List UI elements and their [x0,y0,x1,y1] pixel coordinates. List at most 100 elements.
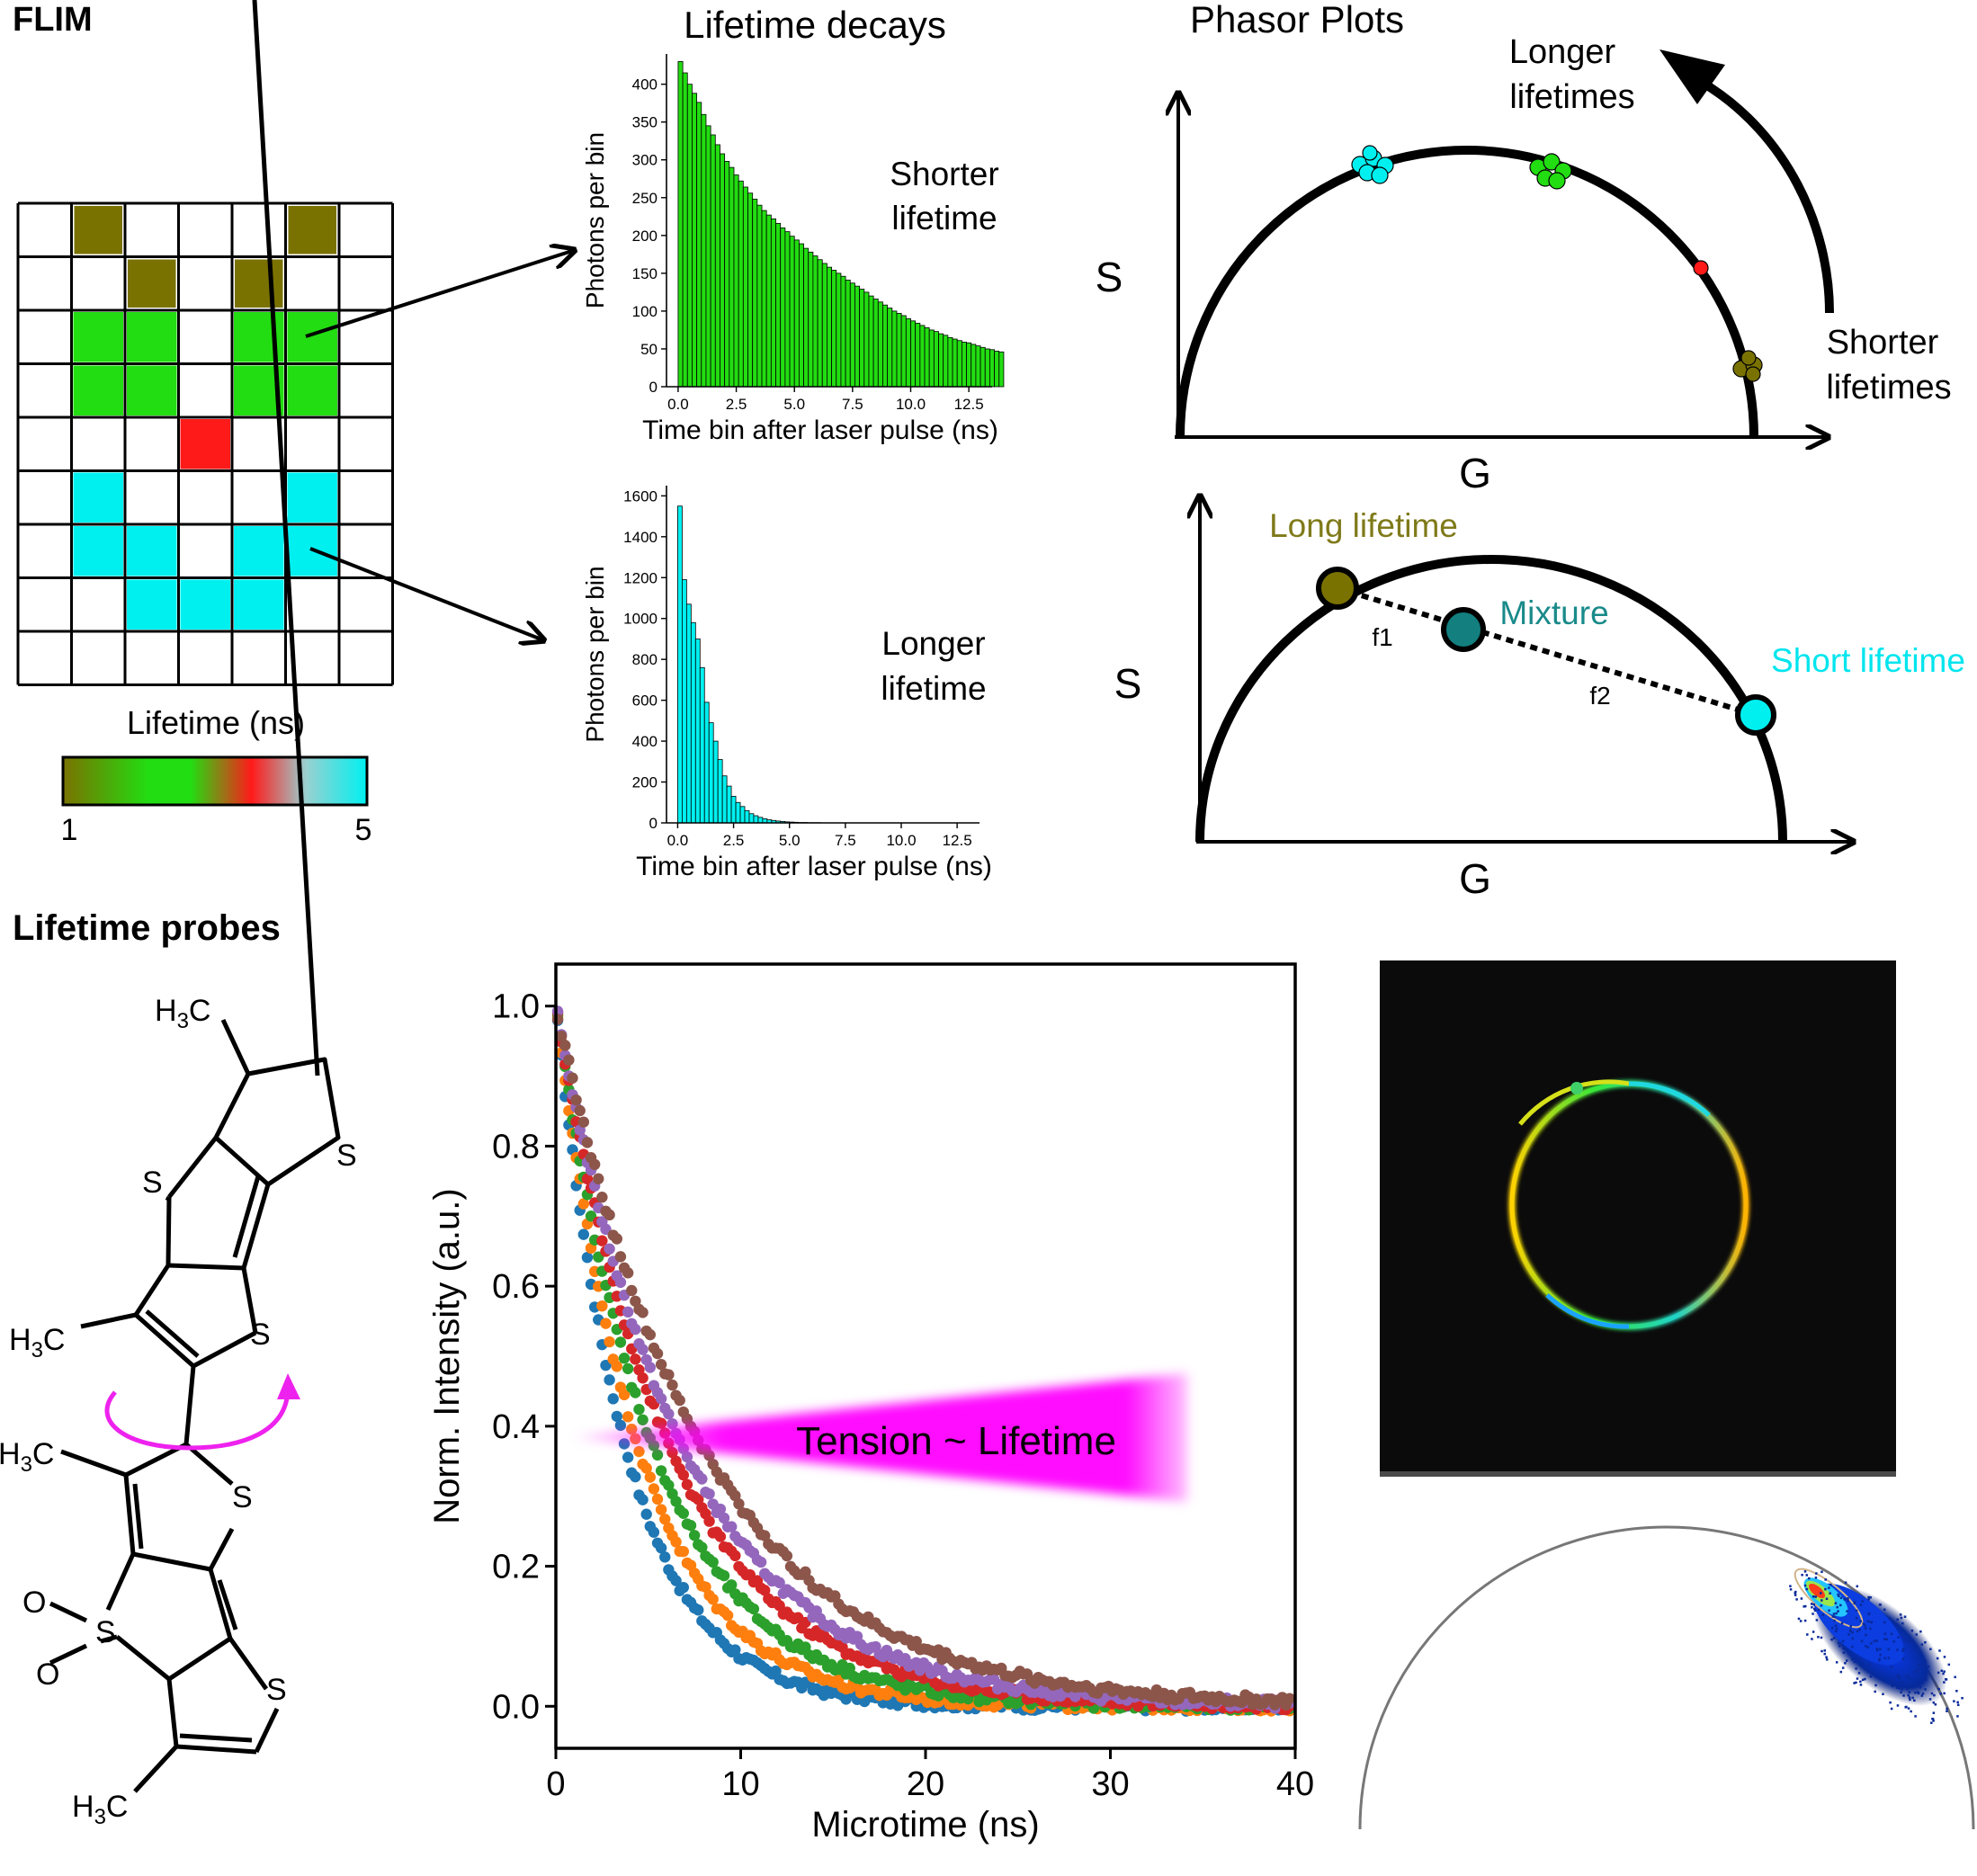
y-tick-label: 600 [632,692,658,710]
phasor-pixel [1915,1681,1918,1684]
mixing-line [1337,585,1757,718]
phasor-pixel [1956,1715,1959,1718]
decay-point [714,1503,727,1515]
decay-point [693,1604,704,1616]
decay-point [655,1465,667,1477]
histogram-bar [891,310,898,388]
phasor-pixel [1940,1669,1944,1673]
phasor-pixel [1829,1583,1832,1586]
decay-point [567,1072,578,1084]
phasor-top-universal-semicircle [1176,146,1758,438]
decay-point [614,1276,627,1289]
histogram-bar [775,222,782,388]
decay-point [759,1530,771,1541]
decay-point [622,1306,634,1318]
phasor-pixel [1878,1603,1882,1606]
phasor-pixel [1864,1624,1866,1627]
phasor-pixel [1803,1619,1807,1622]
y-tick-label: 0.6 [492,1268,540,1306]
phasor-pixel [1811,1605,1813,1609]
histogram-bar [784,231,791,388]
flim-pixel-5-5 [287,472,337,523]
phasor-pixel [1841,1639,1845,1643]
decay-point [770,1665,782,1677]
histogram-bar [975,345,981,388]
y-tick-label: 1400 [623,529,658,546]
phasor-pixel [1825,1656,1828,1658]
histogram-bar [900,315,907,388]
histogram-bar [696,102,702,388]
phasor-pixel [1824,1578,1827,1581]
phasor-pixel [1832,1637,1836,1639]
olive-cluster [1732,350,1763,382]
decay-point [729,1644,741,1656]
y-tick-label: 0 [649,379,658,396]
flim-pixel-6-2 [127,526,177,576]
histogram-bar [928,329,935,388]
flim-pixel-0-5 [288,206,336,255]
phasor-pixel [1883,1632,1887,1635]
phasor-plot-bottom: S G Long lifetime Mixture Short lifetime… [1114,498,1965,902]
phasor-pixel [1853,1601,1856,1604]
phasor-pixel [1857,1672,1861,1675]
phasor-pixel [1839,1604,1842,1607]
phasor-pixel [1890,1632,1893,1636]
phasor-pixel [1874,1690,1876,1693]
phasor-pixel [1914,1715,1917,1718]
flim-pixel-6-1 [73,526,123,576]
decay-point [581,1137,594,1148]
decay-point [688,1530,701,1541]
phasor-pixel [1878,1657,1881,1660]
y-tick-label: 150 [632,265,658,282]
phasor-pixel [1943,1656,1946,1658]
phasor-pixel [1897,1636,1900,1639]
phasor-pixel [1902,1694,1905,1697]
decay-point [700,1581,711,1593]
decay-point [703,1515,715,1527]
decay-point [707,1594,719,1605]
phasor-pixel [1913,1670,1916,1674]
x-tick-label: 12.5 [954,396,984,413]
histogram-bar [872,299,879,388]
phasor-pixel [1800,1597,1803,1600]
phasor-pixel [1855,1617,1858,1620]
phasor-pixel [1834,1602,1838,1604]
y-tick-label: 0.8 [492,1128,540,1166]
phasor-pixel [1908,1696,1911,1699]
decay-point [563,1054,575,1066]
phasor-pixel [1931,1718,1935,1720]
phasor-pixel [1939,1692,1942,1695]
decay-point [681,1478,693,1490]
long-lifetime-point [1316,567,1359,610]
decay-point [633,1403,645,1416]
phasor-pixel [1837,1610,1839,1612]
phasor-pixel [1803,1605,1805,1608]
phasor-pixel [1848,1629,1852,1631]
histogram-bar [748,813,755,824]
y-tick-label: 400 [632,733,658,750]
phasor-pixel [1856,1630,1859,1633]
phasor-pixel [1910,1684,1912,1687]
decay-point [651,1493,664,1505]
phasor-pixel [1855,1609,1858,1612]
phasor-pixel [1866,1646,1869,1648]
flim-pixel-5-1 [73,472,123,523]
histogram-bar [817,259,823,388]
phasor-pixel [1875,1648,1879,1650]
phasor-pixel [1927,1665,1930,1668]
flipper-probe-structure [49,0,341,1793]
phasor-pixel [1943,1670,1946,1673]
phasor-pixel [1947,1663,1951,1666]
phasor-pixel [1810,1603,1813,1605]
x-tick-label: 10 [721,1765,759,1803]
decay-point [696,1473,708,1485]
histogram-bar [836,272,842,388]
phasor-pixel [1851,1645,1854,1648]
phasor-pixel [1799,1620,1803,1622]
decay-point [670,1496,682,1507]
decay-point [577,1198,590,1210]
histogram-bar [699,666,705,824]
phasor-pixel [1875,1639,1878,1642]
decay-point [600,1318,612,1329]
decay-point [614,1419,627,1432]
